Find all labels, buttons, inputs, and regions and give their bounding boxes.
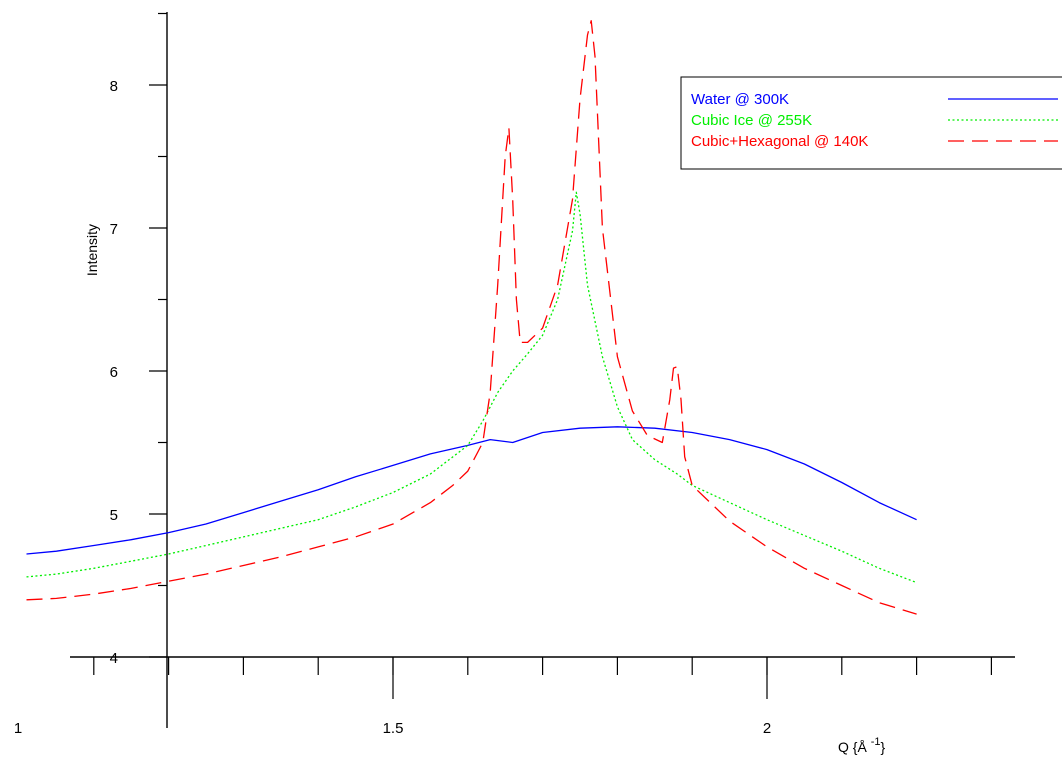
series-layer — [26, 20, 917, 615]
series-line-2 — [26, 191, 917, 584]
series-line-3 — [26, 20, 917, 615]
legend-box — [680, 76, 1062, 170]
x-tick-label: 1.5 — [383, 720, 404, 737]
y-tick-label: 8 — [110, 78, 118, 95]
x-tick-label: 1 — [14, 720, 22, 737]
legend-label: Cubic+Hexagonal @ 140K — [691, 133, 868, 150]
y-axis-title: Intensity — [84, 224, 100, 276]
x-axis-title: Q {Å -1} — [838, 736, 885, 755]
legend-label: Cubic Ice @ 255K — [691, 112, 812, 129]
series-line-1 — [26, 426, 917, 555]
y-tick-label: 5 — [110, 507, 118, 524]
legend-label: Water @ 300K — [691, 91, 789, 108]
y-tick-label: 4 — [110, 650, 118, 667]
legend: Water @ 300K Cubic Ice @ 255K Cubic+Hexago… — [680, 76, 1062, 170]
x-tick-label: 2 — [763, 720, 771, 737]
y-tick-label: 6 — [110, 364, 118, 381]
y-tick-label: 7 — [110, 221, 118, 238]
axes: 4 5 6 7 8 1 1.5 2 Intensity Q {Å -1} — [14, 12, 1015, 755]
